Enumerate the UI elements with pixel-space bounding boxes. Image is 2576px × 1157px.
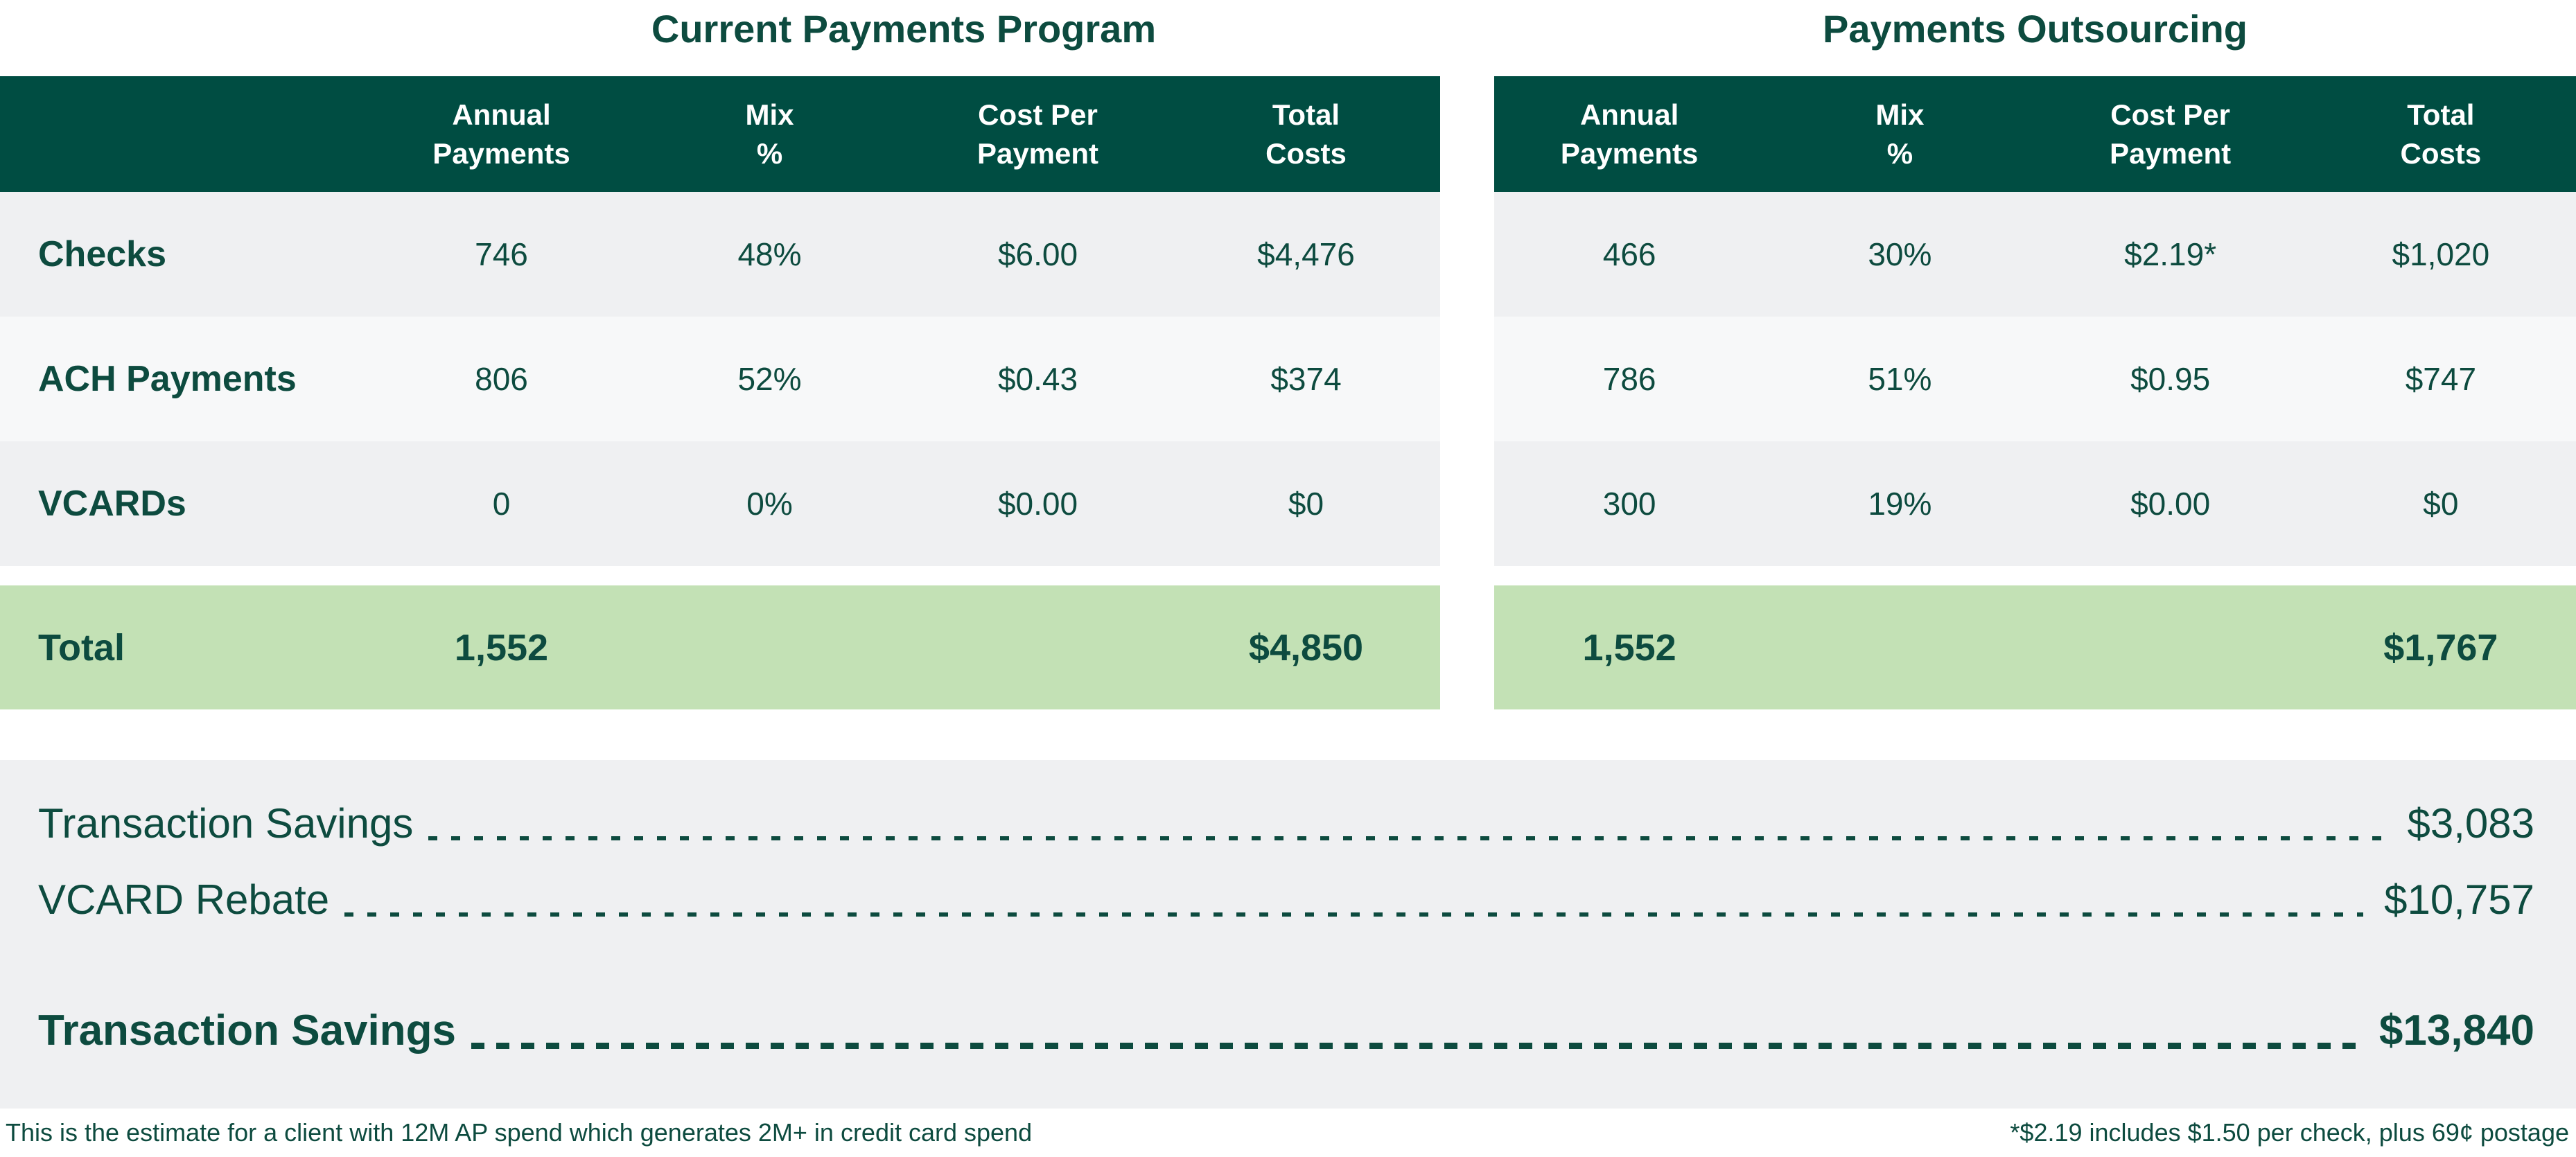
savings-summary-block: Transaction Savings $3,083 VCARD Rebate … [0,760,2576,1109]
left-header-total-costs: Total Costs [1172,76,1440,192]
table-row-vcards-left: VCARDs 0 0% $0.00 $0 [0,441,1440,566]
table-row-vcards-right: 300 19% $0.00 $0 [1494,441,2576,566]
savings-label: Transaction Savings [38,800,414,847]
cell-cost: $0.43 [997,361,1078,397]
cell-mix: 51% [1868,361,1932,397]
cell-annual: 0 [492,486,511,522]
total-mix-empty [1764,585,2035,709]
table-row-ach-right: 786 51% $0.95 $747 [1494,317,2576,441]
cell-mix: 0% [746,486,793,522]
dotted-leader [471,1043,2358,1049]
header-line: Costs [1265,136,1347,170]
left-total-band: Total 1,552 $4,850 [0,585,1440,709]
transaction-savings-line: Transaction Savings $3,083 [38,803,2534,845]
right-header-cost-per-payment: Cost Per Payment [2035,76,2306,192]
cell-cost: $6.00 [997,236,1078,272]
payments-outsourcing-table: Annual Payments Mix % Cost Per Payment T… [1494,76,2576,566]
savings-label: VCARD Rebate [38,876,330,923]
left-header-mix-percent: Mix % [636,76,904,192]
header-line: Annual [452,98,551,132]
cell-total: $0 [2423,486,2459,522]
left-header-spacer [0,76,367,192]
cell-total: $4,476 [1257,236,1355,272]
footnote-left: This is the estimate for a client with 1… [6,1118,1033,1147]
cell-annual: 746 [475,236,528,272]
table-gutter [1440,0,1494,76]
total-label: Total [38,626,125,669]
totals-row: Total 1,552 $4,850 1,552 $1,767 [0,585,2576,709]
savings-label: Transaction Savings [38,1007,456,1054]
total-cost-empty [2035,585,2306,709]
total-costs: $4,850 [1248,626,1364,669]
cell-total: $374 [1270,361,1342,397]
cell-annual: 300 [1602,486,1656,522]
table-gutter [1440,76,1494,566]
right-total-band: 1,552 $1,767 [1494,585,2576,709]
header-line: Costs [2400,136,2482,170]
cell-mix: 19% [1868,486,1932,522]
total-costs: $1,767 [2383,626,2498,669]
cell-cost: $0.00 [2130,486,2211,522]
savings-value: $13,840 [2378,1007,2534,1054]
header-line: Cost Per [2110,98,2230,132]
cell-total: $0 [1288,486,1324,522]
tables-row: Annual Payments Mix % Cost Per Payment T… [0,76,2576,566]
table-gutter [1440,585,1494,709]
total-annual: 1,552 [454,626,549,669]
savings-value: $10,757 [2384,876,2534,923]
cell-annual: 466 [1602,236,1656,272]
total-cost-empty [904,585,1172,709]
footnotes-row: This is the estimate for a client with 1… [0,1109,2576,1147]
header-line: Payments [432,136,570,170]
cell-total: $1,020 [2392,236,2490,272]
header-line: Mix [745,98,794,132]
right-table-header-row: Annual Payments Mix % Cost Per Payment T… [1494,76,2576,192]
table-row-checks-left: Checks 746 48% $6.00 $4,476 [0,192,1440,317]
dotted-leader [428,836,2387,840]
header-line: % [756,136,783,170]
cell-annual: 806 [475,361,528,397]
table-row-ach-left: ACH Payments 806 52% $0.43 $374 [0,317,1440,441]
total-transaction-savings-line: Transaction Savings $13,840 [38,1009,2534,1052]
cell-mix: 48% [737,236,802,272]
header-line: Payment [2110,136,2232,170]
left-table-header-row: Annual Payments Mix % Cost Per Payment T… [0,76,1440,192]
titles-row: Current Payments Program Payments Outsou… [0,0,2576,76]
left-header-cost-per-payment: Cost Per Payment [904,76,1172,192]
row-label: Checks [38,234,166,274]
current-payments-table: Annual Payments Mix % Cost Per Payment T… [0,76,1440,566]
header-line: Payment [976,136,1099,170]
cell-total: $747 [2405,361,2477,397]
left-table-title: Current Payments Program [651,7,1157,51]
header-line: Mix [1875,98,1925,132]
header-line: Annual [1579,98,1679,132]
left-header-annual-payments: Annual Payments [367,76,636,192]
savings-value: $3,083 [2407,800,2534,847]
cell-cost: $0.00 [997,486,1078,522]
right-header-annual-payments: Annual Payments [1494,76,1764,192]
cell-annual: 786 [1602,361,1656,397]
right-header-mix-percent: Mix % [1764,76,2035,192]
dotted-leader [344,912,2364,917]
cell-mix: 52% [737,361,802,397]
footnote-right: *$2.19 includes $1.50 per check, plus 69… [2010,1118,2569,1147]
header-line: Payments [1560,136,1699,170]
total-annual: 1,552 [1582,626,1676,669]
header-line: Total [2407,98,2475,132]
cell-mix: 30% [1868,236,1932,272]
header-line: Cost Per [978,98,1098,132]
total-mix-empty [636,585,904,709]
right-table-title: Payments Outsourcing [1822,7,2248,51]
header-line: % [1886,136,1913,170]
cell-cost: $2.19* [2124,236,2217,272]
vcard-rebate-line: VCARD Rebate $10,757 [38,879,2534,921]
row-label: VCARDs [38,484,186,524]
header-line: Total [1272,98,1340,132]
row-label: ACH Payments [38,359,297,399]
right-header-total-costs: Total Costs [2306,76,2576,192]
table-row-checks-right: 466 30% $2.19* $1,020 [1494,192,2576,317]
cell-cost: $0.95 [2130,361,2211,397]
